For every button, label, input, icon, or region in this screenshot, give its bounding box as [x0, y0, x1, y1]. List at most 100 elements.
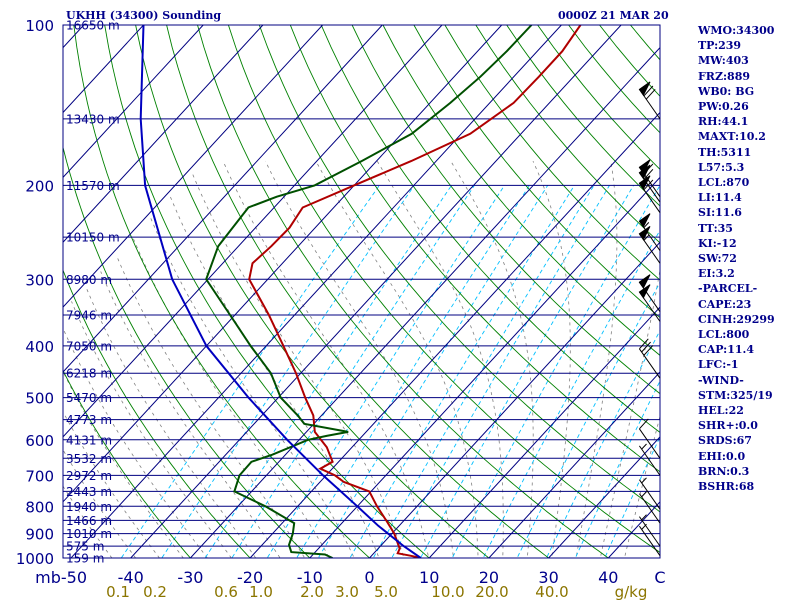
isotherm-line: [428, 306, 660, 558]
wind-barbs: [638, 81, 661, 556]
index-line: SHR+:0.0: [698, 419, 758, 433]
temperature-tick-label: -20: [237, 568, 263, 587]
mixing-ratio-line: [349, 185, 575, 558]
isotherm-line: [548, 436, 660, 558]
index-line: MAXT:10.2: [698, 130, 766, 144]
moist-adiabat: [599, 267, 660, 558]
moist-adiabat: [315, 160, 479, 558]
wind-barb: [638, 213, 661, 251]
index-line: -WIND-: [698, 373, 744, 387]
station-title: UKHH (34300) Sounding: [66, 9, 222, 22]
pressure-tick-label: 900: [25, 526, 54, 544]
mixing-ratio-label: 0.2: [143, 583, 167, 600]
dry-adiabat: [63, 268, 251, 558]
moist-adiabat: [575, 161, 618, 558]
mixing-ratio-line: [317, 185, 549, 558]
index-line: LCL:870: [698, 176, 750, 190]
height-label: 159 m: [66, 552, 104, 566]
height-label: 2443 m: [66, 485, 112, 499]
temperature-tick-label: 20: [479, 568, 499, 587]
wind-barb: [638, 443, 661, 476]
pressure-tick-label: 500: [25, 390, 54, 408]
moist-adiabat: [192, 173, 405, 558]
moist-adiabat: [132, 236, 330, 558]
temperature-tick-label: mb-50: [35, 568, 87, 587]
index-line: WB0: BG: [698, 84, 755, 98]
wind-barb: [638, 164, 661, 203]
wind-barb: [638, 81, 661, 120]
height-label: 6218 m: [66, 367, 112, 381]
isotherm-line: [0, 25, 24, 558]
height-label: 4773 m: [66, 413, 112, 427]
wind-barb: [638, 284, 661, 322]
wind-barb: [638, 491, 661, 524]
temperature-tick-label: 10: [419, 568, 439, 587]
moist-adiabat: [532, 160, 571, 558]
pressure-tick-label: 700: [25, 467, 54, 485]
index-line: SRDS:67: [698, 434, 752, 448]
moist-adiabat: [63, 448, 137, 558]
temperature-tick-label: -40: [118, 568, 144, 587]
temperature-profile: [248, 25, 582, 558]
temperature-tick-label: 0: [364, 568, 374, 587]
index-line: EI:3.2: [698, 267, 735, 281]
mixing-ratio-unit: g/kg: [615, 583, 648, 600]
moist-adiabat: [150, 217, 355, 558]
moist-adiabat: [63, 327, 208, 558]
index-line: CAP:11.4: [698, 343, 755, 357]
pressure-tick-label: 300: [25, 271, 54, 289]
mixing-ratio-line: [546, 329, 660, 558]
moist-adiabat: [169, 196, 380, 558]
index-line: PW:0.26: [698, 100, 749, 114]
isotherm-line: [190, 46, 660, 558]
index-line: L57:5.3: [698, 160, 745, 174]
moist-adiabat: [71, 301, 232, 558]
isotherm-line: [309, 176, 660, 558]
mixing-ratio-label: 40.0: [535, 583, 568, 600]
mixing-ratio-line: [266, 185, 505, 558]
height-label: 10150 m: [66, 231, 120, 245]
mixing-ratio-line: [451, 185, 660, 558]
isotherm-line: [70, 25, 562, 558]
pressure-tick-label: 200: [25, 177, 54, 195]
isotherm-line: [369, 241, 660, 558]
height-label: 5470 m: [66, 391, 112, 405]
isotherm-line: [63, 25, 323, 308]
sounding-indices-panel: WMO:34300 TP:239 MW:403 FRZ:889 WB0: BG PW:0.…: [698, 23, 798, 494]
height-label: 2972 m: [66, 469, 112, 483]
isotherm-line: [63, 25, 443, 438]
index-line: BSHR:68: [698, 480, 755, 494]
moist-adiabat: [85, 286, 257, 558]
index-line: CINH:29299: [698, 312, 775, 326]
index-line: SW:72: [698, 252, 737, 266]
height-label: 3532 m: [66, 452, 112, 466]
isotherm-line: [488, 371, 660, 558]
mixing-ratio-line: [604, 435, 660, 558]
mixing-ratio-label: 10.0: [431, 583, 464, 600]
dry-adiabat: [73, 25, 371, 558]
wind-barb: [638, 338, 661, 379]
mixing-ratio-label: 0.1: [106, 583, 130, 600]
index-line: RH:44.1: [698, 115, 749, 129]
mixing-ratio-line: [231, 185, 475, 558]
plot-area: [0, 25, 660, 558]
index-line: CAPE:23: [698, 297, 752, 311]
index-line: LFC:-1: [698, 358, 739, 372]
index-line: HEL:22: [698, 404, 744, 418]
mixing-ratio-label: 2.0: [300, 583, 324, 600]
pressure-tick-label: 800: [25, 498, 54, 516]
mixing-ratio-line: [482, 229, 660, 558]
temperature-tick-label: -30: [177, 568, 203, 587]
valid-time: 0000Z 21 MAR 20: [558, 9, 669, 22]
moist-adiabat: [63, 411, 160, 558]
mixing-ratio-line: [204, 185, 452, 558]
index-line: LCL:800: [698, 328, 750, 342]
height-label: 1466 m: [66, 514, 112, 528]
index-line: TH:5311: [698, 145, 752, 159]
mixing-ratio-label: 3.0: [335, 583, 359, 600]
pressure-tick-label: 600: [25, 432, 54, 450]
height-label: 7050 m: [66, 339, 112, 353]
wind-barb: [638, 175, 661, 213]
isotherm-line: [63, 25, 204, 179]
